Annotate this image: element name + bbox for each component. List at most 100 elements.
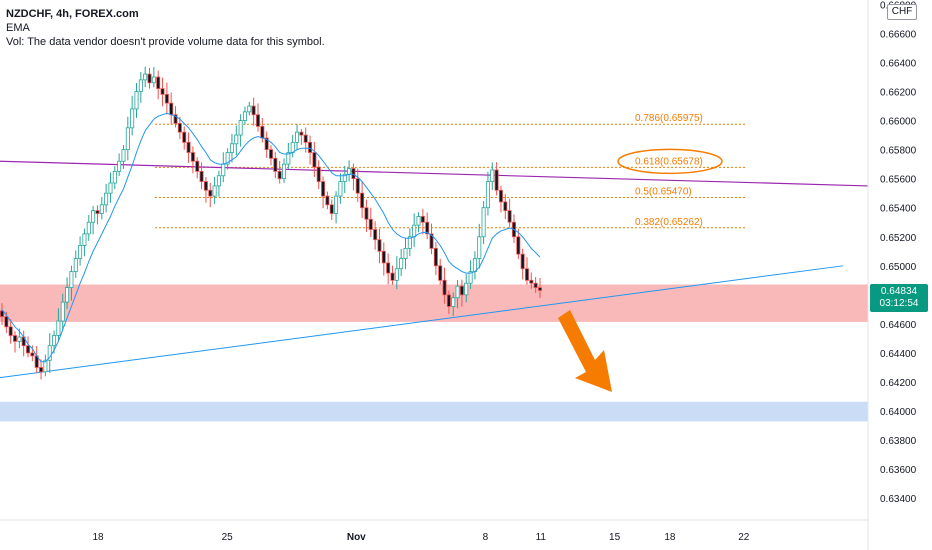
y-tick-label: 0.66600 [880,29,917,40]
candle-body [138,79,143,92]
candle-body [351,168,356,180]
candle-body [273,157,278,172]
candle-body [394,268,399,281]
down-arrow-icon [558,310,612,392]
candle-body [407,236,412,249]
y-tick-label: 0.63800 [880,436,917,447]
x-tick-label: 8 [483,532,489,543]
candle-body [91,210,96,223]
x-tick-label: 18 [92,532,104,543]
candle-body [4,316,9,328]
candle-body [26,345,31,354]
candle-body [164,94,169,104]
ema-layer [1,112,541,363]
zones-layer [0,284,868,422]
candle-body [52,335,57,347]
candle-body [186,141,191,153]
candle-body [494,169,499,191]
target-zone [0,401,868,422]
candle-body [95,210,100,214]
candle-body [529,279,534,284]
candle-body [247,105,252,113]
candle-body [125,127,130,151]
candle-body [381,250,386,264]
candle-body [446,294,451,307]
candle-body [238,120,243,136]
candle-body [177,123,182,133]
y-tick-label: 0.64000 [880,407,917,418]
candle-body [264,137,269,151]
candle-body [56,320,61,336]
candle-body [433,247,438,267]
candle-body [533,282,538,288]
resistance-line [0,160,869,187]
candle-body [195,160,200,172]
candle-body [412,224,417,238]
candle-body [538,287,543,291]
candle-body [459,285,464,296]
symbol-title[interactable]: NZDCHF, 4h, FOREX.com [6,8,139,20]
candle-body [112,170,117,184]
candle-body [190,152,195,162]
candle-body [260,125,265,139]
candle-body [234,134,239,145]
candle-body [121,149,126,162]
candle-body [390,272,395,281]
candle-body [134,91,139,110]
bar-countdown: 03:12:54 [879,298,919,309]
fib-level-label: 0.5(0.65470) [635,187,692,198]
volume-legend: Vol: The data vendor doesn't provide vol… [6,36,325,48]
candle-body [173,114,178,124]
candle-body [108,182,113,194]
candle-body [299,131,304,136]
x-tick-label: 15 [609,532,621,543]
candle-body [13,335,18,342]
candle-body [147,73,152,84]
candle-body [199,170,204,182]
y-tick-label: 0.63600 [880,465,917,476]
candle-body [520,253,525,270]
x-tick-label: 18 [664,532,676,543]
y-tick-label: 0.65000 [880,262,917,273]
candle-body [472,258,477,273]
candle-body [43,359,48,373]
candle-body [455,285,460,299]
candle-body [481,207,486,238]
candle-body [429,233,434,249]
candle-body [104,192,109,206]
candle-body [221,163,226,177]
candle-body [308,141,313,153]
candle-body [117,160,122,172]
candle-body [60,301,65,322]
candle-body [282,163,287,180]
trend-line [0,265,844,379]
y-tick-label: 0.65200 [880,233,917,244]
candle-body [39,367,44,373]
fibonacci-layer: 0.786(0.65975) 0.618(0.65678) 0.5(0.65470)… [155,113,745,229]
candle-body [86,221,91,235]
candle-body [386,262,391,274]
fib-level-label: 0.786(0.65975) [635,113,703,124]
y-tick-label: 0.66000 [880,117,917,128]
candle-body [498,189,503,203]
candle-body [229,143,234,153]
currency-unit-badge[interactable]: CHF [887,4,917,20]
candle-body [203,181,208,191]
candle-body [321,181,326,197]
candle-body [216,175,221,187]
candle-body [268,149,273,159]
candle-body [403,247,408,259]
y-tick-label: 0.65600 [880,175,917,186]
candle-body [242,111,247,121]
ema-legend[interactable]: EMA [6,22,30,34]
x-tick-label: 22 [738,532,750,543]
y-tick-label: 0.65400 [880,204,917,215]
candle-body [334,195,339,214]
candle-body [156,76,161,90]
candle-body [438,265,443,281]
candle-body [99,204,104,214]
candle-body [368,218,373,230]
candle-body [160,88,165,95]
